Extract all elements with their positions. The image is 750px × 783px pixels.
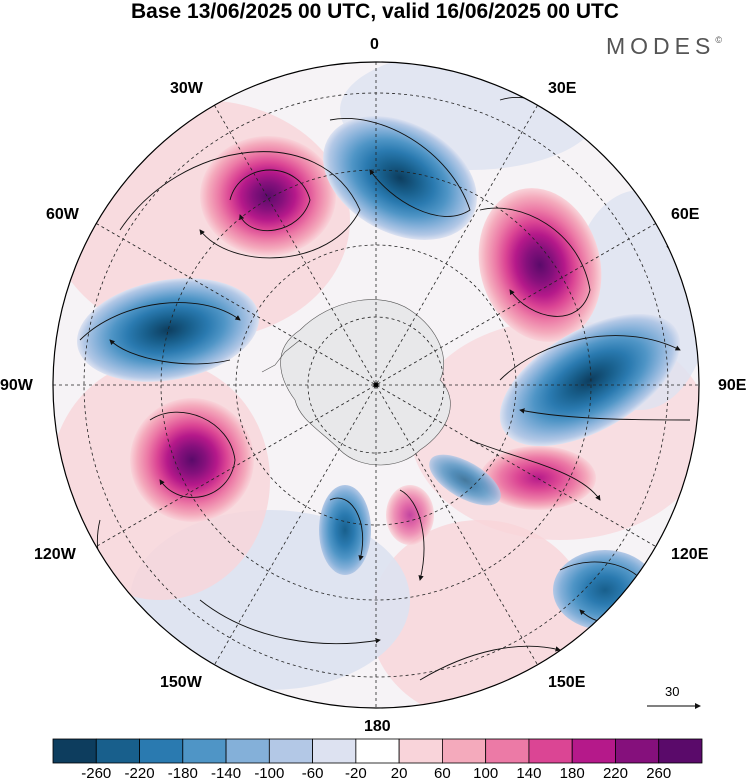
lon-label-90w: 90W [0, 377, 33, 394]
colorbar-tick-label: 100 [473, 765, 499, 782]
colorbar-swatch [225, 738, 270, 764]
colorbar-swatch [268, 738, 314, 764]
anomaly-negative [76, 278, 260, 382]
colorbar-swatch [528, 738, 573, 764]
lon-label-30w: 30W [170, 80, 203, 97]
lon-label-120w: 120W [34, 546, 76, 563]
lon-label-60w: 60W [46, 206, 79, 223]
colorbar-tick-label: -20 [345, 765, 367, 782]
colorbar-tick-label: 220 [602, 765, 628, 782]
reference-vector-value: 30 [665, 684, 680, 699]
map-boundary [52, 61, 700, 709]
colorbar-tick-label: 60 [434, 765, 451, 782]
colorbar-tick-label: -180 [167, 765, 198, 782]
lon-label-180: 180 [364, 718, 391, 735]
lon-label-150e: 150E [548, 674, 586, 691]
lon-label-90e: 90E [718, 377, 747, 394]
colorbar-swatch [312, 738, 357, 764]
anomaly-negative [323, 116, 477, 240]
colorbar-swatch [182, 738, 227, 764]
south-pole-marker [373, 382, 379, 388]
anomaly-negative [319, 485, 371, 575]
colorbar-swatch [398, 738, 443, 764]
copyright-mark: © [715, 35, 722, 45]
colorbar-swatch [441, 738, 487, 764]
colorbar-tick-label: 140 [516, 765, 542, 782]
lon-label-150w: 150W [160, 674, 202, 691]
colorbar-swatch [52, 738, 97, 764]
colorbar-tick-label: -220 [124, 765, 155, 782]
lon-label-120e: 120E [671, 546, 709, 563]
colorbar-tick-label: 20 [390, 765, 408, 782]
colorbar [52, 738, 703, 764]
anomaly-positive [386, 485, 434, 545]
colorbar-tick-label: -60 [301, 765, 324, 782]
colorbar-swatch [485, 738, 530, 764]
lon-label-0: 0 [370, 36, 379, 53]
colorbar-tick-label: 180 [559, 765, 585, 782]
colorbar-swatch [139, 738, 184, 764]
lon-label-60e: 60E [671, 206, 700, 223]
anomaly-positive [200, 136, 336, 256]
colorbar-tick-label: -260 [81, 765, 112, 782]
anomaly-positive [130, 398, 254, 522]
colorbar-swatch [355, 738, 400, 764]
map-title: Base 13/06/2025 00 UTC, valid 16/06/2025… [131, 0, 619, 23]
brand-logo: MODES© [606, 33, 722, 60]
anomaly-negative [429, 454, 501, 506]
colorbar-tick-label: 260 [646, 765, 672, 782]
colorbar-swatch [95, 738, 140, 764]
colorbar-tick-label: -100 [254, 765, 285, 782]
anomaly-field [53, 62, 699, 708]
lon-label-30e: 30E [548, 80, 577, 97]
anomaly-negative [499, 313, 681, 447]
colorbar-swatch [615, 738, 660, 764]
anomaly-negative [553, 550, 657, 630]
colorbar-swatch [571, 738, 616, 764]
anomaly-positive [478, 188, 602, 342]
colorbar-swatch [658, 738, 703, 764]
brand-name: MODES [606, 33, 716, 59]
colorbar-tick-label: -140 [211, 765, 242, 782]
